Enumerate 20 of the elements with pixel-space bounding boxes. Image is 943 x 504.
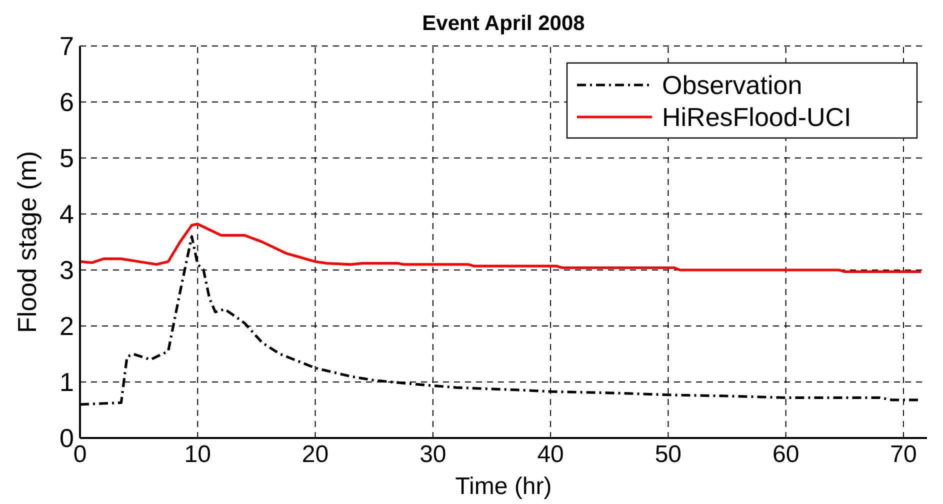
y-tick-label: 3 [60, 255, 74, 285]
x-tick-label: 50 [654, 441, 682, 468]
y-tick-label: 7 [60, 31, 74, 61]
legend-label: Observation [662, 70, 802, 100]
y-tick-label: 2 [60, 311, 74, 341]
y-tick-label: 4 [60, 199, 74, 229]
x-tick-label: 40 [537, 441, 564, 468]
y-tick-label: 1 [60, 367, 74, 397]
x-tick-label: 20 [302, 441, 329, 468]
chart-title: Event April 2008 [422, 12, 586, 35]
y-tick-label: 5 [60, 143, 74, 173]
x-axis-title: Time (hr) [455, 473, 552, 500]
x-tick-label: 10 [184, 441, 211, 468]
y-axis-title: Flood stage (m) [12, 150, 42, 334]
x-tick-label: 30 [420, 441, 446, 468]
x-tick-label: 70 [890, 441, 917, 468]
y-tick-label: 6 [60, 87, 74, 117]
x-tick-label: 60 [772, 441, 800, 468]
line-series [78, 222, 922, 273]
legend-label: HiResFlood-UCI [662, 102, 852, 132]
